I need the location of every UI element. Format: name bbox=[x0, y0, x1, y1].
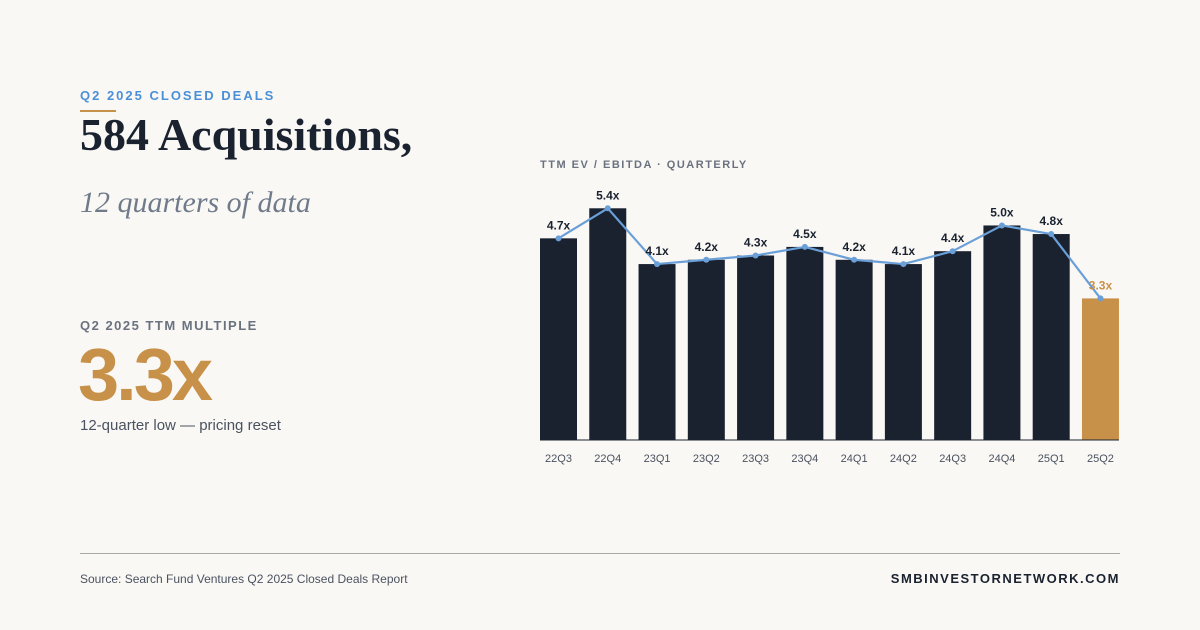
chart-tick-25Q2: 25Q2 bbox=[1087, 453, 1114, 465]
chart-bar-24Q3 bbox=[934, 251, 972, 440]
chart-data-label-24Q1: 4.2x bbox=[842, 240, 866, 254]
chart-bar-25Q1 bbox=[1032, 234, 1070, 440]
chart-point-23Q1 bbox=[654, 261, 661, 268]
chart-tick-23Q3: 23Q3 bbox=[742, 453, 769, 465]
chart-data-label-24Q4: 5.0x bbox=[990, 205, 1014, 219]
chart-data-label-23Q3: 4.3x bbox=[744, 235, 768, 249]
metric-caption: 12-quarter low — pricing reset bbox=[80, 417, 281, 434]
chart-point-23Q4 bbox=[801, 243, 808, 250]
chart-bar-23Q4 bbox=[786, 246, 824, 440]
metric-value: 3.3x bbox=[78, 333, 213, 416]
metric-label: Q2 2025 TTM MULTIPLE bbox=[80, 318, 258, 333]
chart-point-24Q4 bbox=[998, 222, 1005, 229]
chart-bar-24Q1 bbox=[835, 259, 873, 440]
chart-bar-22Q3 bbox=[540, 238, 577, 440]
chart-tick-24Q2: 24Q2 bbox=[890, 453, 917, 465]
chart-data-label-24Q3: 4.4x bbox=[941, 231, 965, 245]
chart-series-line bbox=[557, 207, 1102, 300]
chart-tick-24Q1: 24Q1 bbox=[841, 453, 868, 465]
multiple-chart: 4.7x 5.4x 4.1x 4.2x 4.3x 4.5x 4.2x 4.1x 4.4x 5.0x… bbox=[540, 190, 1119, 465]
chart-point-25Q2 bbox=[1097, 295, 1104, 302]
chart-point-24Q3 bbox=[949, 248, 956, 255]
headline: 584 Acquisitions, bbox=[80, 109, 413, 160]
chart-point-22Q3 bbox=[555, 235, 562, 242]
chart-tick-23Q2: 23Q2 bbox=[693, 453, 720, 465]
source-note: Source: Search Fund Ventures Q2 2025 Clo… bbox=[80, 572, 408, 586]
chart-bar-25Q2 bbox=[1081, 298, 1119, 440]
chart-bar-22Q4 bbox=[589, 208, 627, 440]
chart-data-label-23Q1: 4.1x bbox=[645, 244, 669, 258]
chart-data-label-23Q4: 4.5x bbox=[793, 227, 817, 241]
chart-tick-22Q3: 22Q3 bbox=[545, 453, 572, 465]
chart-data-label-23Q2: 4.2x bbox=[695, 240, 719, 254]
chart-bar-23Q1 bbox=[638, 264, 676, 440]
eyebrow-label: Q2 2025 CLOSED DEALS bbox=[80, 88, 276, 103]
chart-tick-24Q4: 24Q4 bbox=[988, 453, 1015, 465]
chart-data-label-22Q4: 5.4x bbox=[596, 190, 620, 202]
chart-data-label-25Q1: 4.8x bbox=[1040, 214, 1064, 228]
chart-tick-23Q4: 23Q4 bbox=[791, 453, 818, 465]
chart-data-label-22Q3: 4.7x bbox=[547, 218, 571, 232]
chart-bar-23Q3 bbox=[737, 255, 775, 440]
chart-tick-22Q4: 22Q4 bbox=[594, 453, 621, 465]
chart-data-label-25Q2: 3.3x bbox=[1089, 278, 1113, 292]
chart-tick-23Q1: 23Q1 bbox=[644, 453, 671, 465]
chart-point-24Q1 bbox=[851, 256, 858, 263]
chart-tick-24Q3: 24Q3 bbox=[939, 453, 966, 465]
subhead: 12 quarters of data bbox=[80, 186, 311, 219]
site-name: SMBINVESTORNETWORK.COM bbox=[890, 571, 1120, 586]
chart-title: TTM EV / EBITDA · QUARTERLY bbox=[540, 159, 748, 171]
chart-tick-25Q1: 25Q1 bbox=[1038, 453, 1065, 465]
chart-point-24Q2 bbox=[900, 261, 907, 268]
chart-data-label-24Q2: 4.1x bbox=[892, 244, 916, 258]
chart-point-23Q2 bbox=[703, 256, 710, 263]
chart-point-22Q4 bbox=[604, 205, 611, 212]
chart-bar-23Q2 bbox=[687, 259, 725, 440]
chart-point-25Q1 bbox=[1048, 231, 1055, 238]
chart-point-23Q3 bbox=[752, 252, 759, 259]
footer-divider bbox=[80, 553, 1120, 554]
accent-rule bbox=[80, 110, 116, 112]
chart-bar-24Q4 bbox=[983, 225, 1021, 440]
chart-bar-24Q2 bbox=[884, 264, 922, 440]
